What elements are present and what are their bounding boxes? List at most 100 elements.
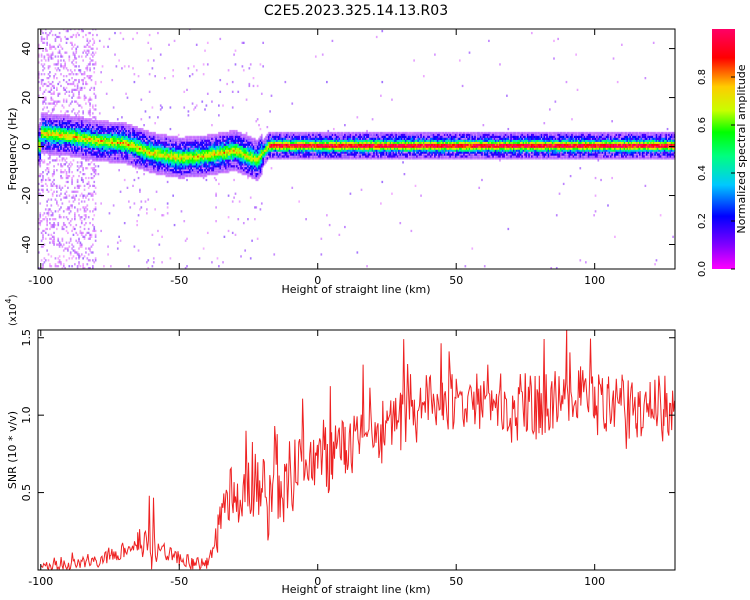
heatmap-cell	[57, 265, 60, 268]
heatmap-cell	[50, 96, 53, 99]
heatmap-cell	[176, 135, 179, 139]
heatmap-cell	[42, 69, 44, 72]
heatmap-cell	[116, 247, 119, 250]
heatmap-cell	[159, 155, 162, 158]
heatmap-cell	[94, 143, 97, 146]
heatmap-cell	[68, 90, 71, 93]
heatmap-cell	[49, 120, 51, 123]
heatmap-cell	[85, 157, 87, 160]
heatmap-cell	[165, 171, 168, 174]
heatmap-cell	[107, 133, 109, 137]
heatmap-cell	[62, 163, 65, 166]
heatmap-cell	[118, 125, 121, 129]
heatmap-cell	[139, 141, 141, 144]
heatmap-cell	[40, 141, 43, 144]
heatmap-cell	[50, 210, 53, 213]
heatmap-cell	[85, 67, 87, 70]
heatmap-cell	[129, 131, 132, 135]
heatmap-cell	[89, 210, 91, 213]
heatmap-cell	[76, 153, 79, 156]
heatmap-cell	[58, 125, 61, 129]
heatmap-cell	[50, 86, 53, 90]
heatmap-cell	[83, 155, 86, 158]
heatmap-cell	[104, 159, 107, 162]
heatmap-cell	[74, 135, 76, 139]
heatmap-cell	[82, 80, 84, 84]
heatmap-cell	[65, 259, 68, 262]
heatmap-cell	[68, 163, 71, 166]
heatmap-cell	[139, 167, 141, 170]
heatmap-cell	[158, 161, 161, 164]
heatmap-cell	[49, 45, 51, 48]
heatmap-cell	[123, 125, 126, 129]
heatmap-cell	[180, 147, 183, 150]
heatmap-cell	[58, 208, 61, 211]
heatmap-cell	[205, 104, 208, 107]
heatmap-cell	[44, 96, 47, 99]
heatmap-cell	[216, 257, 219, 260]
heatmap-cell	[60, 192, 62, 195]
heatmap-cell	[42, 171, 44, 174]
heatmap-cell	[92, 141, 94, 144]
heatmap-cell	[56, 169, 58, 172]
heatmap-cell	[82, 59, 84, 62]
heatmap-cell	[123, 145, 126, 148]
heatmap-cell	[87, 155, 90, 158]
heatmap-cell	[54, 135, 57, 139]
heatmap-cell	[184, 157, 187, 160]
heatmap-cell	[89, 127, 91, 131]
heatmap-cell	[74, 100, 76, 103]
heatmap-cell	[136, 159, 139, 162]
heatmap-cell	[98, 143, 101, 146]
heatmap-cell	[146, 167, 148, 170]
heatmap-cell	[42, 139, 44, 142]
heatmap-cell	[92, 129, 94, 133]
heatmap-cell	[172, 194, 175, 197]
heatmap-cell	[47, 53, 50, 56]
heatmap-cell	[100, 139, 102, 142]
heatmap-cell	[65, 131, 68, 135]
heatmap-cell	[80, 125, 83, 129]
heatmap-cell	[155, 143, 158, 146]
heatmap-cell	[58, 122, 61, 125]
heatmap-cell	[86, 182, 89, 186]
heatmap-cell	[126, 145, 129, 148]
heatmap-cell	[103, 149, 105, 152]
heatmap-cell	[67, 135, 69, 139]
heatmap-cell	[67, 186, 69, 189]
heatmap-cell	[141, 161, 144, 164]
heatmap-cell	[111, 143, 114, 146]
heatmap-cell	[110, 157, 112, 160]
heatmap-cell	[180, 210, 183, 213]
heatmap-cell	[57, 125, 60, 129]
heatmap-cell	[46, 249, 48, 252]
heatmap-cell	[128, 139, 130, 142]
heatmap-cell	[86, 65, 89, 68]
heatmap-cell	[89, 124, 91, 127]
heatmap-cell	[90, 147, 93, 150]
heatmap-cell	[114, 139, 116, 142]
heatmap-cell	[90, 98, 93, 101]
heatmap-cell	[123, 65, 126, 68]
heatmap-cell	[53, 159, 55, 162]
heatmap-cell	[68, 125, 71, 129]
heatmap-cell	[134, 165, 137, 168]
heatmap-cell	[111, 137, 114, 140]
heatmap-cell	[101, 155, 104, 158]
heatmap-cell	[68, 137, 71, 140]
heatmap-cell	[170, 149, 173, 152]
heatmap-cell	[173, 169, 176, 172]
heatmap-cell	[50, 98, 53, 101]
heatmap-cell	[148, 171, 151, 174]
heatmap-cell	[139, 149, 141, 152]
heatmap-cell	[103, 145, 105, 148]
heatmap-cell	[169, 171, 172, 174]
heatmap-cell	[79, 116, 82, 119]
heatmap-cell	[188, 29, 191, 31]
heatmap-cell	[182, 147, 184, 150]
heatmap-cell	[54, 39, 57, 43]
heatmap-cell	[78, 167, 80, 170]
heatmap-cell	[69, 118, 72, 121]
heatmap-cell	[187, 135, 190, 139]
heatmap-cell	[90, 133, 93, 137]
